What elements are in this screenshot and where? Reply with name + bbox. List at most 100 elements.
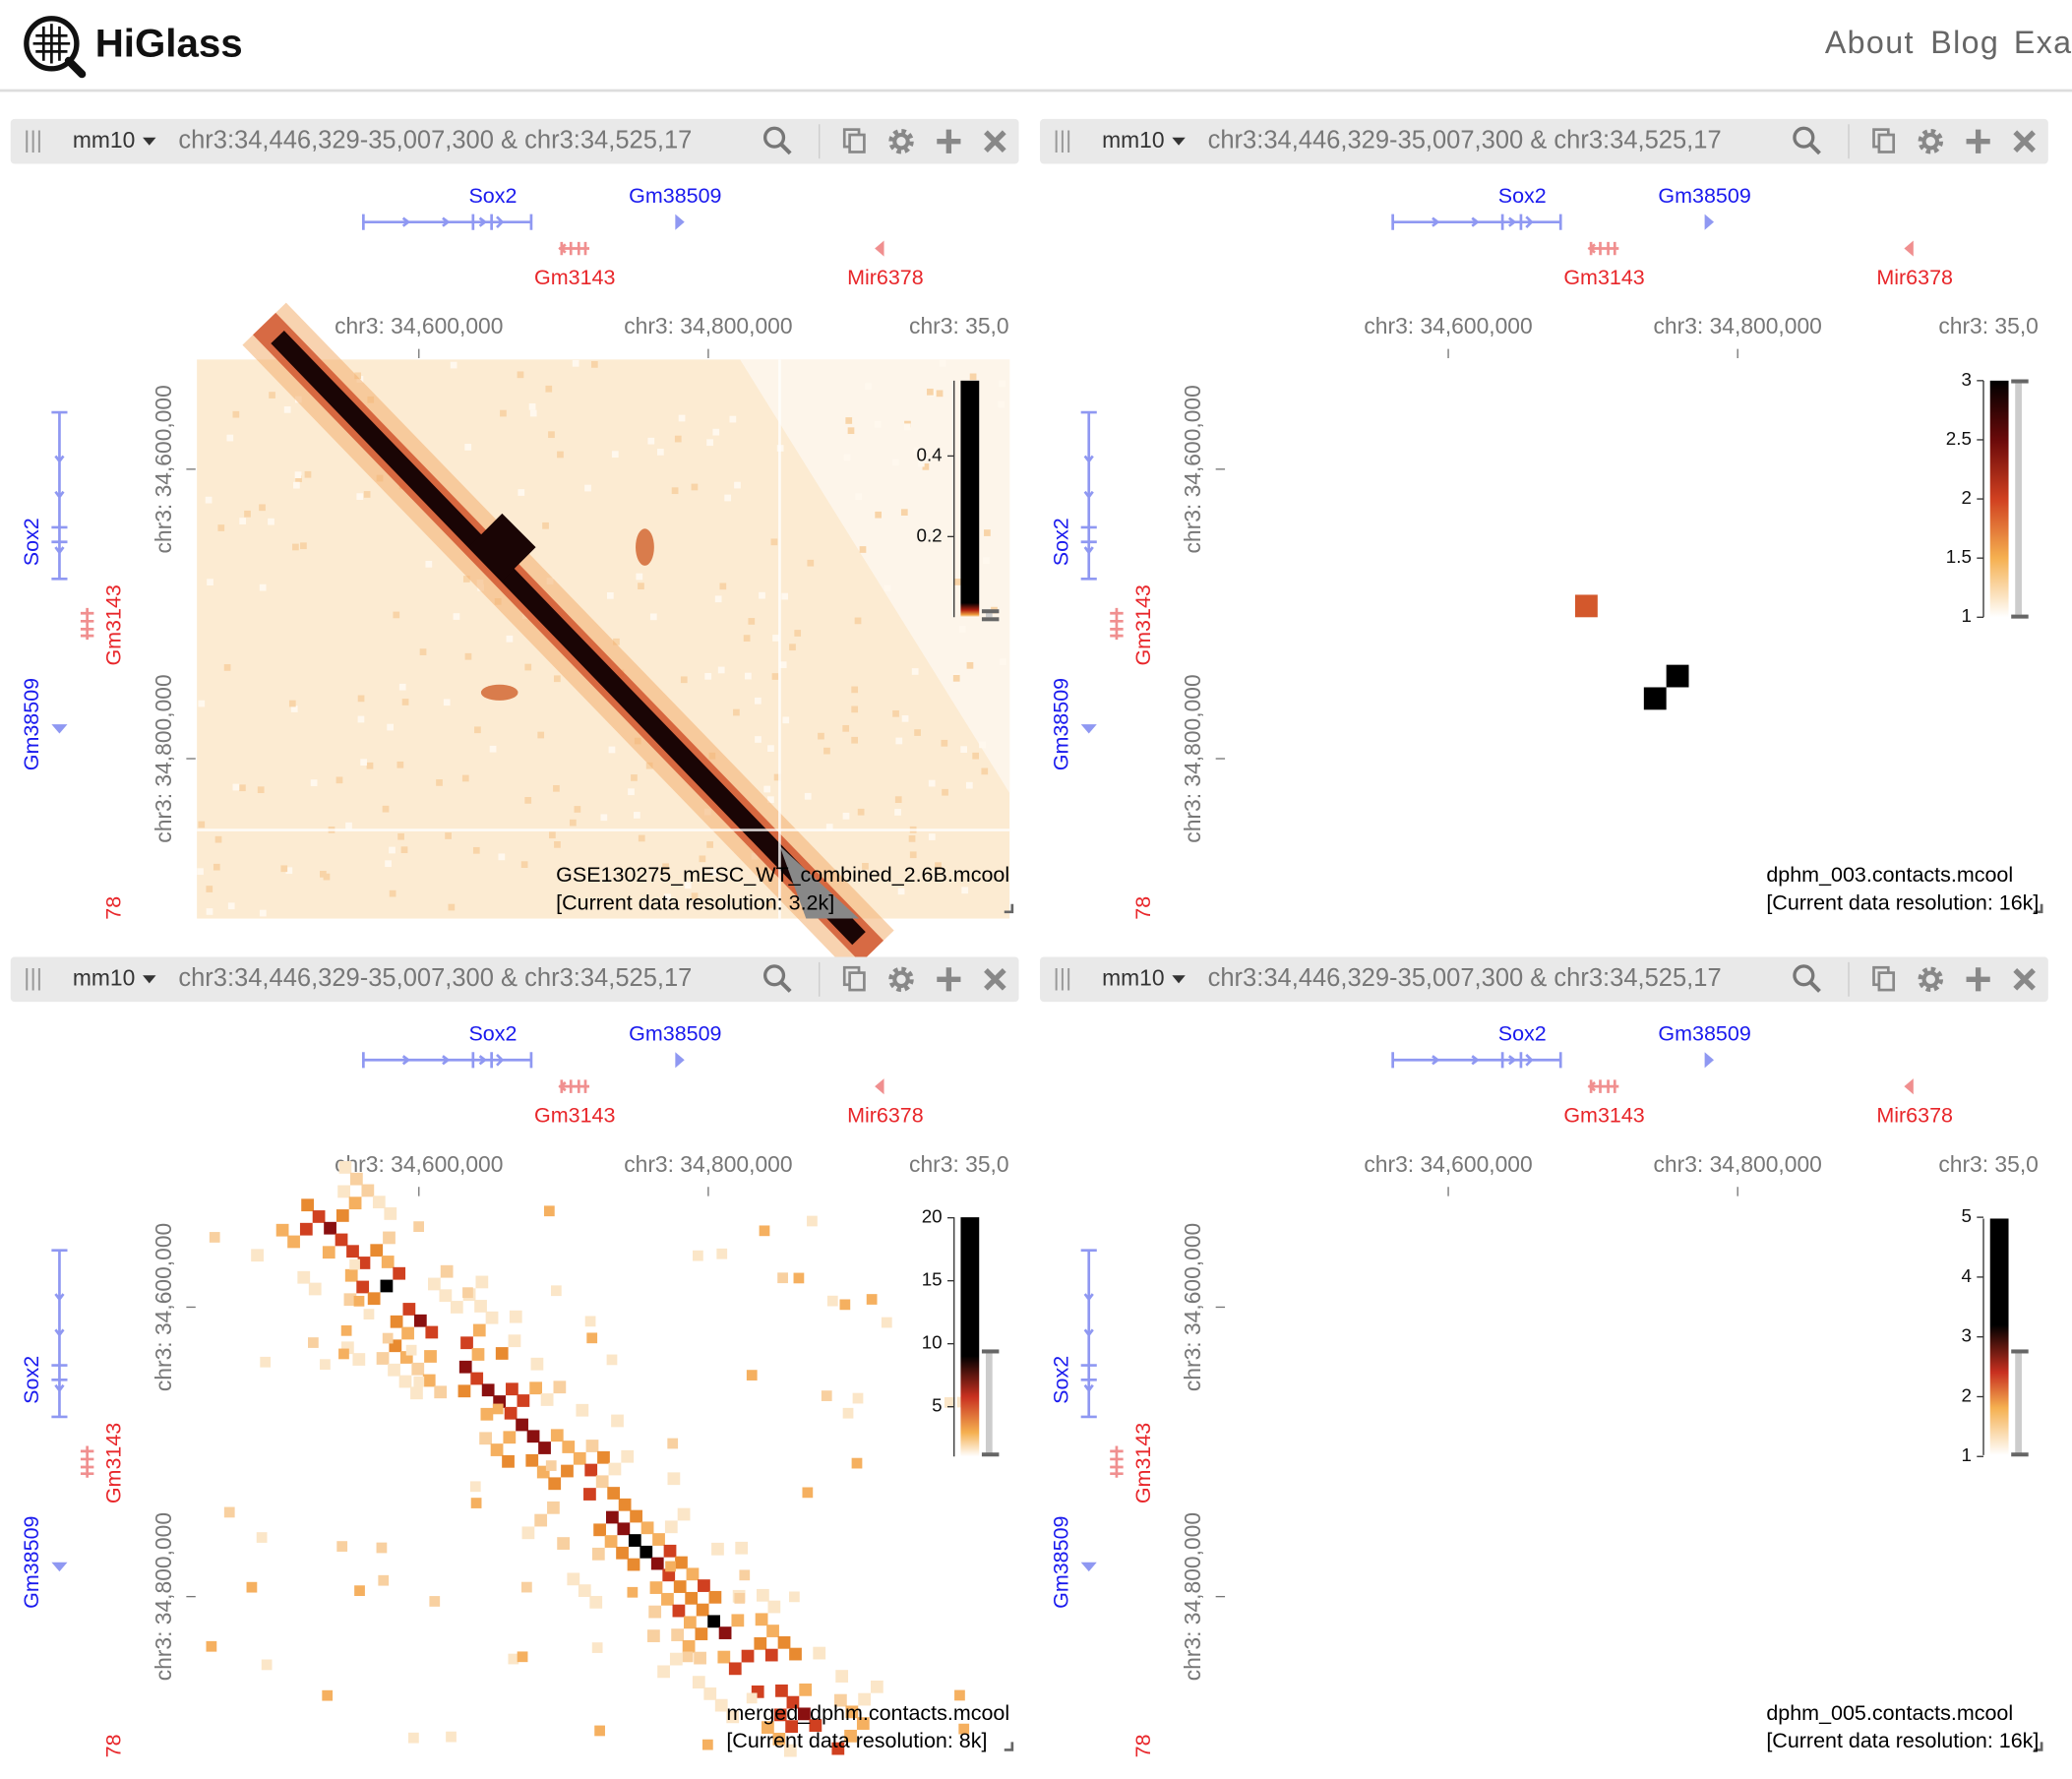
colorbar-handle[interactable] (981, 1349, 1000, 1354)
gene-label: Sox2 (1498, 1021, 1547, 1045)
search-button[interactable] (1793, 126, 1821, 155)
search-button[interactable] (1793, 964, 1821, 993)
search-icon (1808, 142, 1821, 155)
settings-button[interactable] (1918, 966, 1944, 993)
add-button[interactable] (937, 129, 961, 153)
heatmap-noise (537, 731, 545, 739)
close-button[interactable] (2013, 968, 2036, 991)
logo-text[interactable]: HiGlass (95, 22, 243, 66)
heatmap-cell (578, 1584, 591, 1597)
heatmap-cell (586, 1332, 598, 1344)
heatmap-noise (781, 592, 788, 600)
heatmap-cell (958, 1723, 970, 1735)
heatmap-cell (789, 1647, 802, 1661)
heatmap-cell (521, 1526, 535, 1540)
assembly-select[interactable]: mm10 (73, 964, 135, 990)
location-input[interactable]: chr3:34,446,329-35,007,300 & chr3:34,525… (1208, 964, 1722, 992)
heatmap-cell (583, 1488, 596, 1501)
resize-handle[interactable] (1004, 903, 1014, 914)
assembly-caret[interactable] (143, 137, 156, 146)
y-axis-label: chr3: 34,800,000 (151, 674, 176, 842)
colorbar-handle[interactable] (981, 617, 1000, 622)
heatmap-noise (300, 542, 307, 550)
search-icon (779, 980, 792, 993)
heatmap-noise (998, 400, 1006, 408)
y-axis-label: chr3: 34,600,000 (1180, 1223, 1205, 1391)
heatmap-noise (345, 822, 352, 829)
colorbar-handle[interactable] (2011, 614, 2029, 619)
colorbar-handle[interactable] (981, 1452, 1000, 1457)
nav-link[interactable]: About (1825, 25, 1915, 60)
assembly-select[interactable]: mm10 (1102, 964, 1164, 990)
add-button[interactable] (1966, 967, 1990, 992)
nav-link[interactable]: Blog (1930, 25, 1999, 60)
gene-label: Gm3143 (1563, 266, 1644, 289)
search-icon (762, 126, 786, 149)
close-button[interactable] (984, 968, 1006, 991)
add-button[interactable] (1966, 129, 1990, 153)
heatmap-cell (698, 1579, 710, 1592)
resize-handle[interactable] (1004, 1742, 1014, 1751)
heatmap-noise (295, 475, 302, 483)
heatmap-cell (672, 1604, 686, 1618)
location-input[interactable]: chr3:34,446,329-35,007,300 & chr3:34,525… (178, 964, 692, 992)
colorbar-handle[interactable] (981, 609, 1000, 614)
resize-handle[interactable] (2034, 903, 2043, 914)
heatmap-noise (913, 447, 921, 455)
heatmap-noise (553, 784, 560, 792)
colorbar-handle[interactable] (2011, 379, 2029, 384)
heatmap-noise (966, 661, 974, 669)
resize-handle[interactable] (2034, 1742, 2043, 1751)
heatmap-cell (793, 1272, 805, 1284)
nav-link[interactable]: Examples (2014, 25, 2072, 60)
assembly-caret[interactable] (143, 975, 156, 984)
colorbar-handle[interactable] (2011, 1452, 2029, 1457)
heatmap-cell (866, 1294, 878, 1305)
colorbar-tick-label: 3 (1961, 1325, 1971, 1346)
heatmap-cell (944, 1396, 955, 1408)
heatmap-cell (393, 1266, 406, 1280)
colorbar-handle[interactable] (2011, 1349, 2029, 1354)
heatmap-noise (464, 444, 472, 451)
heatmap-cell (446, 1731, 457, 1743)
gene-label: Sox2 (1050, 518, 1073, 566)
settings-button[interactable] (888, 966, 914, 993)
search-button[interactable] (762, 964, 792, 993)
heatmap-noise (823, 747, 830, 755)
close-button[interactable] (2013, 130, 2036, 153)
heatmap-noise (754, 697, 762, 705)
heatmap-noise (845, 417, 853, 424)
heatmap-cell (839, 1299, 851, 1311)
assembly-caret[interactable] (1172, 975, 1186, 984)
assembly-select[interactable]: mm10 (73, 127, 135, 153)
copy-button[interactable] (842, 128, 866, 153)
copy-button[interactable] (1872, 965, 1896, 992)
assembly-select[interactable]: mm10 (1102, 127, 1164, 153)
heatmap-noise (936, 390, 944, 398)
heatmap-cell (346, 1245, 359, 1258)
track-end-label: 78 (102, 896, 126, 920)
copy-button[interactable] (1872, 128, 1896, 153)
heatmap-noise (779, 661, 787, 669)
add-button[interactable] (937, 967, 961, 992)
logo-icon[interactable] (24, 16, 87, 79)
location-input[interactable]: chr3:34,446,329-35,007,300 & chr3:34,525… (1208, 126, 1722, 153)
heatmap-noise (900, 509, 908, 517)
settings-button[interactable] (888, 128, 914, 154)
settings-button[interactable] (1918, 128, 1944, 154)
copy-button[interactable] (842, 965, 866, 992)
heatmap-noise (223, 664, 231, 671)
heatmap-cell (1666, 664, 1689, 688)
close-button[interactable] (984, 130, 1006, 153)
x-axis-label: chr3: 35,000,000 (1938, 313, 2072, 338)
heatmap-noise (952, 674, 960, 682)
heatmap-cell (696, 1603, 709, 1617)
location-input[interactable]: chr3:34,446,329-35,007,300 & chr3:34,525… (178, 126, 692, 153)
search-button[interactable] (762, 126, 792, 155)
heatmap-cell (663, 1544, 677, 1558)
gene-label: Gm3143 (102, 1423, 126, 1503)
heatmap-noise (634, 812, 640, 819)
assembly-caret[interactable] (1172, 137, 1186, 146)
heatmap-cell (762, 1721, 774, 1734)
heatmap-cell (701, 1739, 713, 1750)
